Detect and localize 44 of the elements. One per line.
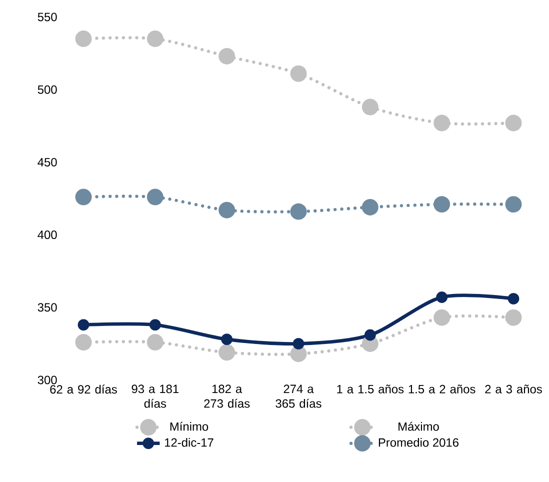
x-tick-label: 274 a 365 días [276, 384, 322, 408]
point [508, 292, 520, 304]
point [218, 48, 236, 64]
point [146, 30, 164, 48]
x-tick-label: 1.5 a 2 años [408, 384, 476, 394]
point [505, 114, 522, 132]
x-tick-label: 182 a 273 días [204, 384, 250, 408]
y-tick-label: 450 [38, 158, 57, 166]
x-tick-label: 1 a 1.5 años [337, 384, 404, 394]
point [75, 188, 92, 206]
legend-label: Mínimo [170, 422, 208, 431]
y-tick-label: 350 [38, 303, 57, 312]
point [149, 319, 161, 331]
y-tick-label: 500 [38, 85, 57, 94]
point [364, 329, 376, 341]
y-tick-label: 300 [38, 376, 57, 384]
point [292, 338, 304, 350]
y-tick-label: 400 [38, 230, 57, 240]
point [505, 196, 522, 213]
point [505, 309, 522, 326]
x-tick-label: 93 a 181 días [132, 384, 178, 408]
point [436, 292, 448, 303]
x-tick-label: 62 a 92 días [50, 384, 117, 394]
point [146, 188, 164, 206]
y-tick-label: 550 [38, 12, 57, 22]
point [434, 196, 450, 213]
x-tick-label: 2 a 3 años [485, 384, 542, 394]
legend-label: Máximo [398, 422, 439, 431]
point [146, 334, 164, 350]
legend-label: 12-dic-17 [165, 438, 214, 447]
point [75, 334, 92, 350]
point [218, 344, 236, 361]
point [362, 98, 378, 116]
point [78, 319, 90, 331]
legend-label: Promedio 2016 [378, 438, 458, 447]
point [221, 334, 233, 346]
point [218, 202, 236, 218]
point [434, 114, 450, 132]
point [362, 198, 378, 216]
point [290, 203, 307, 220]
point [290, 65, 307, 82]
point [75, 30, 92, 48]
point [434, 309, 450, 326]
point [290, 346, 307, 362]
